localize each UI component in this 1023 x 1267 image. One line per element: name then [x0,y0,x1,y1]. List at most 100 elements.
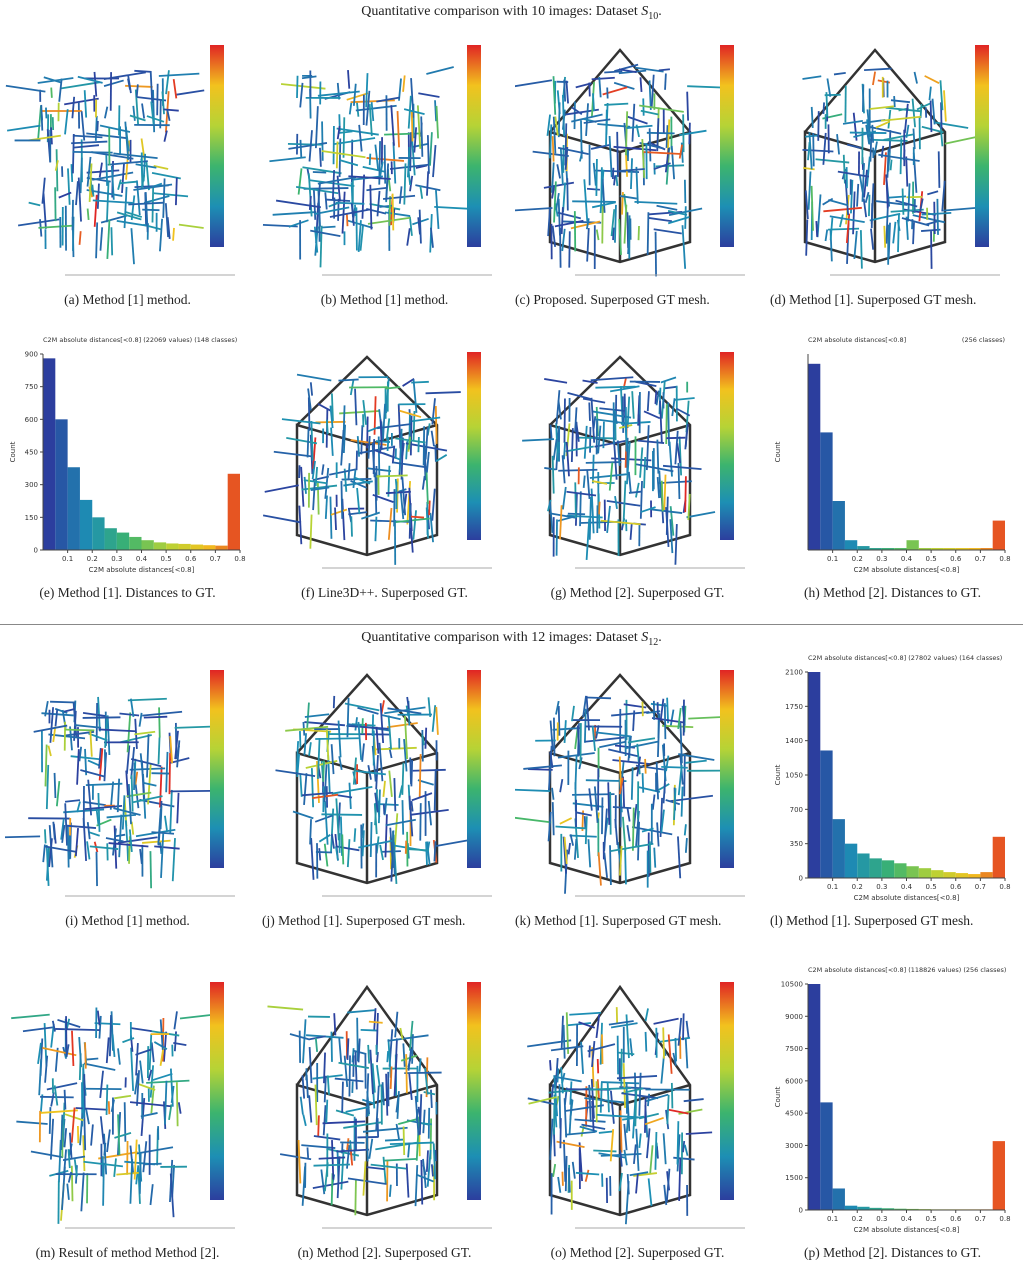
line-segment [409,96,411,129]
line-segment [628,1174,629,1194]
line-segment [544,379,567,383]
line-segment [86,784,122,785]
line-segment [136,1147,173,1153]
line-segment [432,431,434,447]
hist-bar [203,545,215,550]
line-segment [553,728,581,730]
line-segment [913,215,945,222]
panel: (g) Method [2]. Superposed GT. [515,332,760,601]
caption-text: Method [2]. Superposed GT. [570,1245,725,1260]
line-segment [587,696,589,731]
line-segment [679,1158,680,1201]
y-tick-label: 1400 [785,737,803,745]
hist-bar [993,521,1005,550]
line-segment [564,1140,565,1182]
line-segment [106,155,107,186]
hist-bar [993,837,1005,878]
line-segment [599,502,600,515]
hist-bar [55,419,67,550]
line-segment [861,230,862,268]
line-segment [583,399,605,403]
line-segment [159,74,199,76]
x-axis-label: C2M absolute distances[<0.8] [854,894,960,902]
caption-label: (k) [515,913,531,928]
line-segment [632,104,634,142]
line-segment [326,495,327,518]
line-segment [144,196,169,203]
y-tick-label: 3000 [785,1142,803,1150]
line-segment [144,1164,161,1165]
line-segment [608,1082,609,1112]
line-segment [590,474,628,478]
line-segment [683,1141,684,1152]
line-segment [38,106,41,139]
line-segment [386,1074,387,1116]
line-segment [362,718,363,734]
line-segment [85,1042,86,1068]
caption-text: Method [1]. Superposed GT mesh. [789,292,976,307]
x-tick-label: 0.8 [999,1215,1010,1223]
hist-bar [808,672,820,878]
line-segment [423,476,425,490]
line-segment [544,183,574,188]
line-segment [395,813,398,849]
rendering [5,25,250,287]
line-segment [126,771,128,798]
line-segment [584,476,585,488]
line-segment [77,749,79,785]
caption-label: (a) [64,292,79,307]
line-segment [663,466,702,469]
line-segment [413,510,416,539]
line-segment [114,1096,131,1099]
y-tick-label: 1050 [785,772,803,780]
line-segment [564,80,565,102]
line-segment [81,158,82,193]
line-segment [435,769,436,811]
line-segment [664,387,678,389]
x-tick-label: 0.2 [87,555,98,563]
line-segment [604,853,607,878]
line-segment [7,126,40,131]
line-segment [45,745,46,787]
line-segment [393,194,394,231]
line-segment [107,219,109,259]
line-segment [61,82,100,88]
line-segment [806,220,807,256]
line-segment [16,1122,47,1124]
line-segment [86,1109,89,1124]
line-segment [610,792,611,835]
colorbar [467,352,481,540]
line-segment [381,420,382,449]
line-segment [634,1144,636,1163]
x-tick-label: 0.8 [234,555,245,563]
line-segment [386,163,388,200]
x-tick-label: 0.4 [901,1215,913,1223]
x-tick-label: 0.6 [950,883,962,891]
line-segment [554,718,555,757]
line-segment [412,110,413,141]
line-segment [316,1038,317,1052]
line-segment [686,1039,688,1068]
line-segment [91,1124,93,1145]
line-segment [565,1098,567,1137]
line-segment [620,757,621,789]
line-segment [316,467,317,486]
line-segment [602,1034,603,1064]
line-segment [134,732,155,735]
line-segment [72,97,74,118]
line-segment [65,109,68,134]
line-segment [560,818,572,824]
line-segment [834,73,846,75]
line-segment [588,839,590,867]
line-segment [573,1162,575,1179]
line-segment [83,802,106,805]
line-segment [117,221,148,226]
line-segment [297,76,298,98]
line-segment [429,801,431,825]
line-segment [614,175,615,185]
line-segment [550,1060,551,1070]
line-segment [114,1158,116,1176]
hist-bar [980,872,992,878]
line-segment [933,99,935,125]
line-segment [80,770,105,777]
